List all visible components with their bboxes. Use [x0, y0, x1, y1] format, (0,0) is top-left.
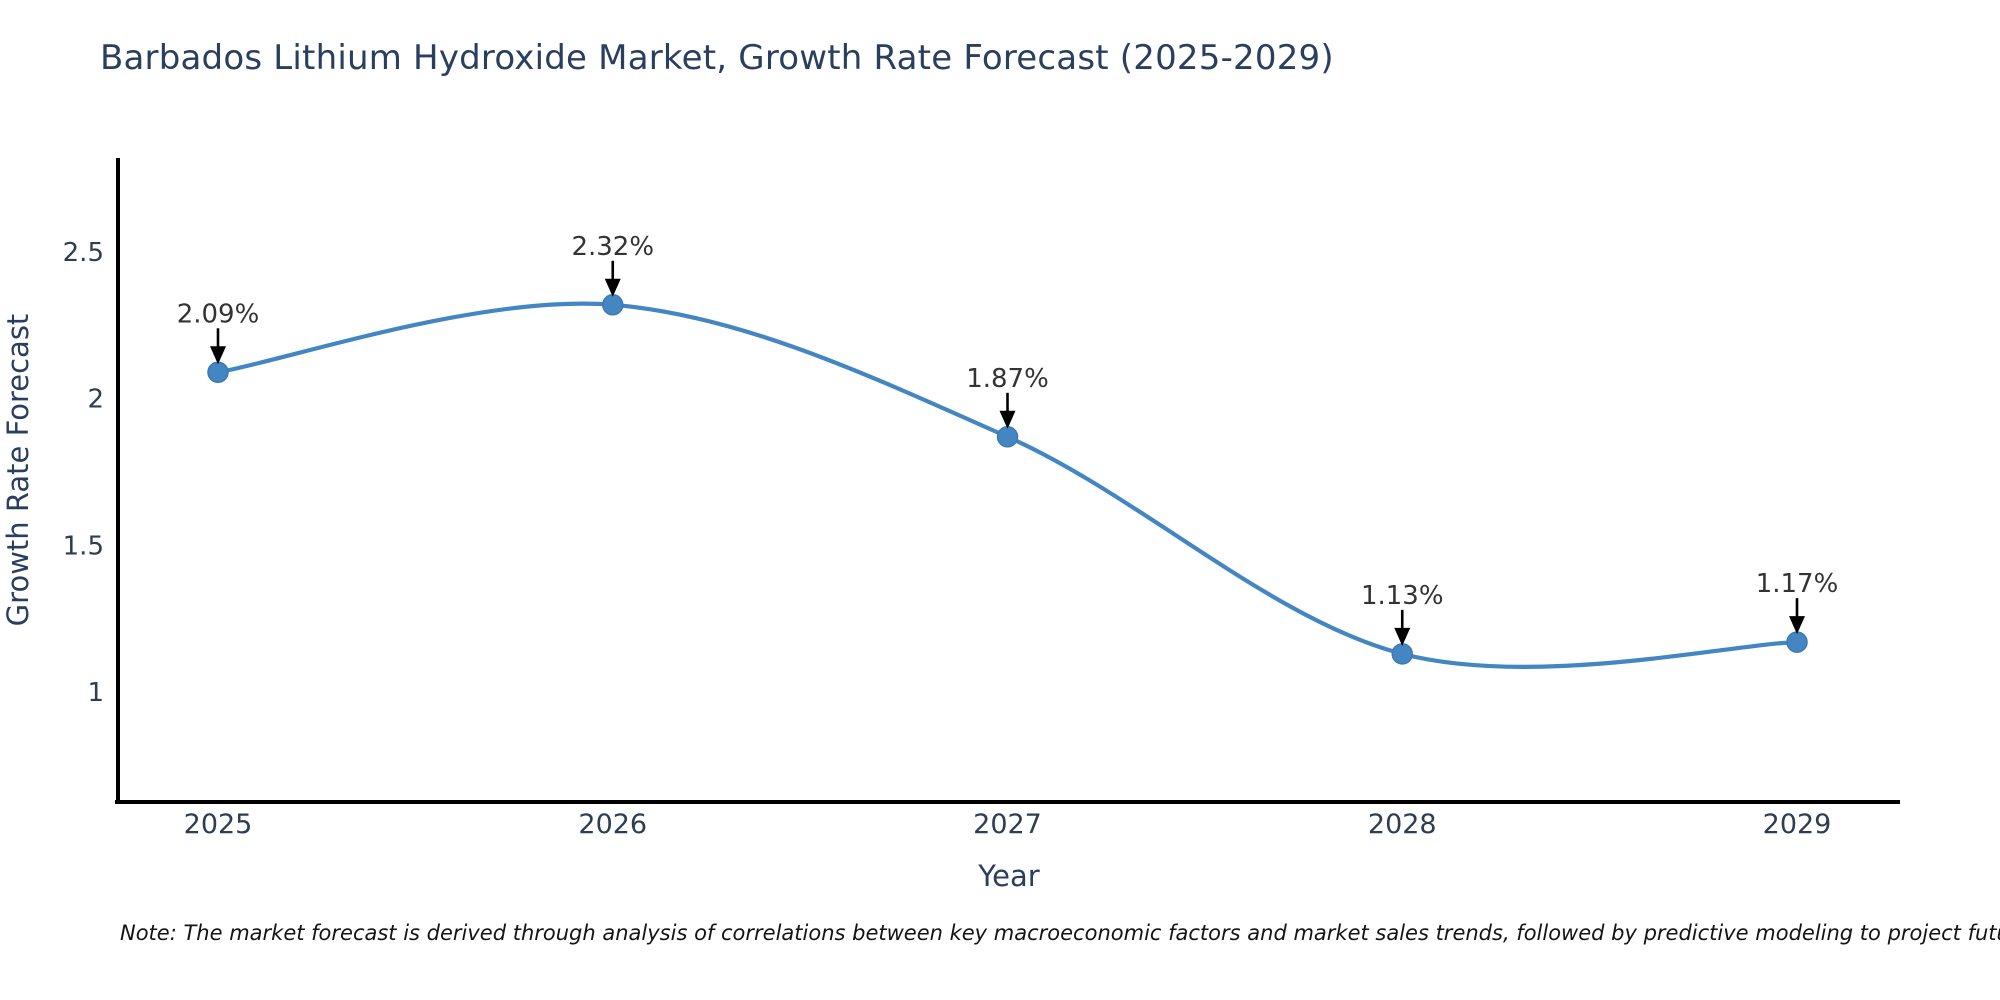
annotation-label: 1.17%	[1756, 569, 1839, 599]
y-tick-label: 2	[87, 385, 104, 415]
annotation-label: 1.13%	[1361, 581, 1444, 611]
chart-note: Note: The market forecast is derived thr…	[120, 921, 2000, 945]
y-tick-label: 2.5	[63, 238, 104, 268]
y-axis-title: Growth Rate Forecast	[1, 314, 35, 627]
x-tick-label: 2027	[973, 809, 1042, 840]
x-axis-title: Year	[977, 859, 1039, 893]
y-tick-label: 1	[87, 678, 104, 708]
data-point-marker	[207, 361, 229, 384]
trend-line	[215, 301, 1800, 669]
y-tick-label: 1.5	[63, 531, 104, 561]
annotation-arrowhead-icon	[1394, 627, 1411, 646]
data-point-marker	[1391, 643, 1413, 665]
annotation-arrowhead-icon	[1789, 616, 1805, 635]
chart-title: Barbados Lithium Hydroxide Market, Growt…	[100, 38, 1334, 78]
annotation-label: 2.09%	[177, 299, 260, 329]
annotation-label: 2.32%	[571, 232, 654, 262]
annotation-arrowhead-icon	[604, 278, 621, 297]
x-tick-label: 2029	[1763, 809, 1832, 840]
data-point-marker	[602, 294, 624, 316]
annotation-arrowhead-icon	[210, 346, 226, 365]
annotation-arrowhead-icon	[999, 410, 1016, 429]
x-tick-label: 2026	[578, 809, 647, 840]
x-tick-label: 2028	[1368, 809, 1437, 840]
data-point-marker	[996, 426, 1019, 448]
annotation-label: 1.87%	[966, 364, 1049, 394]
data-point-marker	[1786, 631, 1808, 653]
x-tick-label: 2025	[184, 809, 253, 840]
